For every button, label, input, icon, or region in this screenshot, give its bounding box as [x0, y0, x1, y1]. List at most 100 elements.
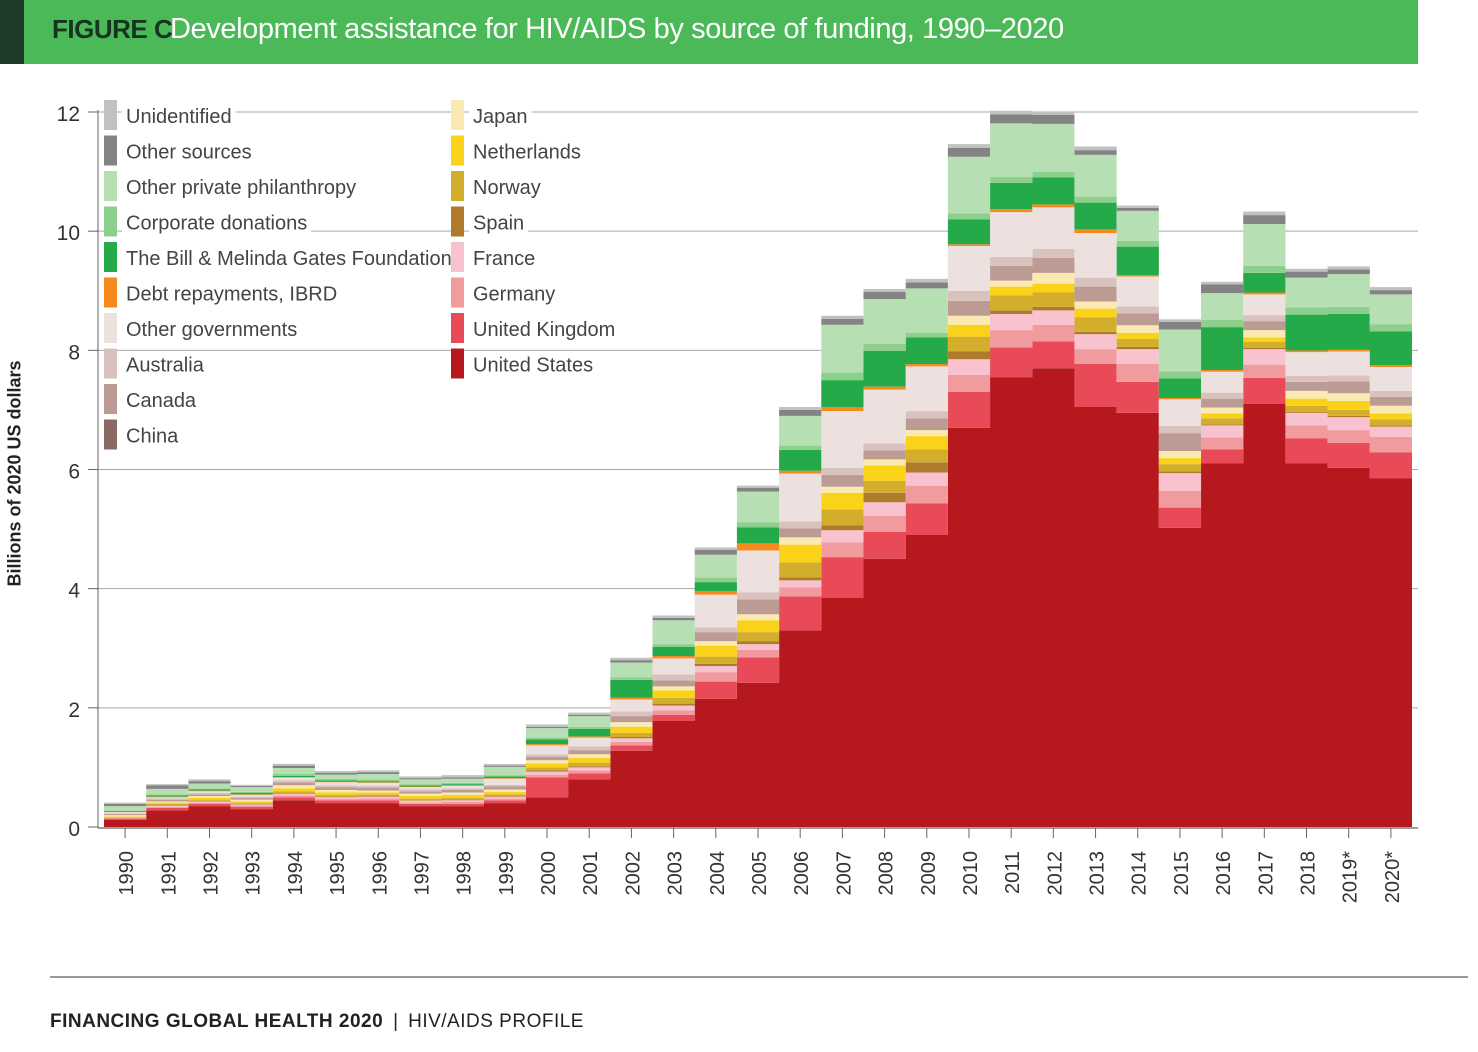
legend-label-bg — [469, 354, 598, 377]
x-tick-label: 1994 — [285, 851, 307, 896]
chart-areas — [104, 110, 1412, 827]
y-tick-label: 8 — [68, 341, 80, 364]
footer-section: HIV/AIDS PROFILE — [408, 1011, 584, 1032]
legend-label-bg — [122, 390, 201, 412]
legend-swatch — [104, 277, 117, 308]
legend-label: Corporate donations — [126, 213, 307, 235]
legend-label-bg — [122, 177, 361, 199]
x-tick-label: 1998 — [454, 851, 476, 896]
legend-swatch — [451, 171, 464, 201]
legend-swatch — [451, 135, 464, 166]
x-tick-label: 2006 — [791, 851, 813, 896]
legend-label-bg — [122, 106, 236, 128]
x-tick-label: 2018 — [1298, 851, 1320, 896]
legend-label: Unidentified — [126, 106, 232, 128]
x-tick-label: 2013 — [1087, 851, 1109, 896]
legend-swatch — [104, 384, 117, 414]
legend-label-bg — [122, 248, 456, 270]
legend-label: China — [126, 426, 179, 448]
x-tick-label: 2008 — [876, 851, 898, 896]
legend-swatch — [104, 348, 117, 379]
x-tick-label: 1991 — [158, 851, 180, 896]
x-tick-label: 2012 — [1044, 851, 1066, 896]
legend-swatch — [451, 313, 464, 343]
x-tick-label: 1996 — [369, 851, 391, 896]
x-tick-label: 2009 — [918, 851, 940, 896]
footer-rule — [50, 976, 1468, 978]
legend-label-bg — [122, 283, 342, 306]
x-tick-label: 1995 — [327, 851, 349, 896]
legend-label-bg — [122, 354, 209, 377]
legend-swatch — [451, 348, 464, 379]
legend-label: Other private philanthropy — [126, 177, 356, 199]
chart-axes: 0 2 4 6 8 10 12 1990 1991 1992 1993 1994 1995 1996 199… — [57, 103, 1418, 903]
legend-label-bg — [122, 212, 312, 235]
legend-label-bg — [122, 141, 256, 164]
footer-separator: | — [393, 1011, 399, 1032]
x-tick-label: 1993 — [243, 851, 265, 896]
legend-label: France — [473, 248, 535, 270]
x-tick-label: 2015 — [1171, 851, 1193, 896]
x-tick-label: 2017 — [1255, 851, 1277, 896]
y-tick-label: 0 — [68, 818, 80, 841]
legend-swatch — [451, 206, 464, 237]
x-tick-label: 2014 — [1129, 851, 1151, 896]
legend-label-bg — [122, 319, 302, 341]
y-tick-label: 2 — [68, 699, 80, 722]
x-tick-label: 1997 — [411, 851, 433, 896]
y-tick-label: 12 — [57, 103, 80, 126]
area-united-states — [104, 368, 1412, 827]
x-tick-label: 1992 — [200, 851, 222, 896]
x-tick-label: 2000 — [538, 851, 560, 896]
legend-label: Canada — [126, 390, 197, 412]
legend-label: Australia — [126, 355, 205, 377]
legend-label: Netherlands — [473, 142, 581, 164]
legend-swatch — [104, 242, 117, 272]
legend-label: United States — [473, 355, 593, 377]
legend-swatch — [104, 100, 117, 130]
legend-label: Other governments — [126, 319, 297, 341]
x-tick-label: 2002 — [622, 851, 644, 896]
legend-label-bg — [469, 212, 529, 235]
x-tick-label: 1999 — [496, 851, 518, 896]
legend-swatch — [104, 135, 117, 166]
legend-swatch — [104, 419, 117, 450]
area-united-kingdom — [104, 341, 1412, 820]
legend-label: Debt repayments, IBRD — [126, 284, 337, 306]
x-tick-label: 1990 — [116, 851, 138, 896]
legend-label-bg — [122, 425, 184, 448]
y-tick-label: 10 — [57, 222, 80, 245]
legend-swatch — [451, 242, 464, 272]
legend-swatch — [451, 277, 464, 308]
legend-label-bg — [469, 106, 532, 128]
legend-label: The Bill & Melinda Gates Foundation — [126, 248, 452, 270]
legend-label-bg — [469, 141, 585, 164]
stacked-area-chart: 0 2 4 6 8 10 12 1990 1991 1992 1993 1994 1995 1996 199… — [57, 100, 1418, 903]
x-tick-label: 2007 — [833, 851, 855, 896]
banner-accent — [0, 0, 24, 64]
area-germany — [104, 324, 1412, 819]
x-tick-label: 2005 — [749, 851, 771, 896]
legend-label: Germany — [473, 284, 555, 306]
figure-label: FIGURE C — [52, 14, 173, 44]
legend-swatch — [104, 313, 117, 343]
x-tick-label: 2003 — [665, 851, 687, 896]
legend-label: Norway — [473, 177, 541, 199]
legend-label-bg — [469, 248, 540, 270]
x-tick-label: 2010 — [960, 851, 982, 896]
legend-label: United Kingdom — [473, 319, 615, 341]
x-tick-label: 2011 — [1002, 851, 1024, 894]
footer-publication: FINANCING GLOBAL HEALTH 2020 — [50, 1011, 384, 1032]
y-tick-label: 6 — [68, 461, 80, 484]
area-norway — [104, 292, 1412, 818]
title-banner — [0, 0, 1418, 64]
y-tick-label: 4 — [68, 580, 80, 603]
legend-swatch — [104, 206, 117, 237]
legend-swatch — [104, 171, 117, 201]
legend-label: Japan — [473, 106, 528, 128]
chart-legend: Unidentified Other sources Other private p… — [104, 100, 620, 450]
area-france — [104, 310, 1412, 819]
x-tick-label: 2004 — [707, 851, 729, 896]
legend-label: Spain — [473, 213, 524, 235]
legend-label-bg — [469, 319, 620, 341]
